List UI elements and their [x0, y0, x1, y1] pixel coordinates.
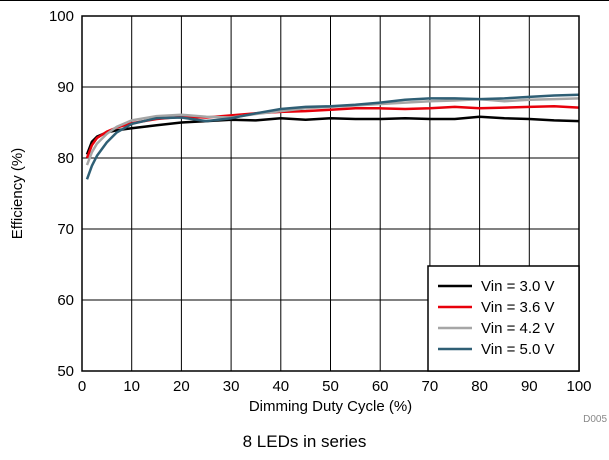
x-tick-label: 0 [78, 378, 86, 395]
legend-label-1: Vin = 3.0 V [481, 278, 555, 295]
x-tick-label: 10 [123, 378, 140, 395]
y-tick-label: 80 [57, 150, 74, 167]
x-tick-label: 80 [471, 378, 488, 395]
x-tick-label: 70 [422, 378, 439, 395]
y-tick-label: 100 [49, 8, 74, 25]
y-axis-label: Efficiency (%) [9, 148, 26, 239]
plot-frame [81, 15, 580, 372]
x-axis-label: Dimming Duty Cycle (%) [249, 398, 412, 415]
legend: Vin = 3.0 V Vin = 3.6 V Vin = 4.2 V Vin = 5… [427, 265, 580, 372]
series-line-1 [85, 115, 580, 155]
x-tick-label: 40 [272, 378, 289, 395]
series-line-4 [85, 93, 580, 180]
y-tick-label: 90 [57, 79, 74, 96]
x-tick-label: 20 [173, 378, 190, 395]
y-tick-label: 60 [57, 292, 74, 309]
legend-box [427, 265, 580, 372]
efficiency-chart: 0 10 20 30 40 50 60 70 80 90 100 50 60 70 80 90 100 Dim… [9, 8, 607, 425]
series-layer [85, 93, 580, 180]
x-tick-label: 60 [372, 378, 389, 395]
top-rule [0, 0, 609, 1]
x-tick-label: 30 [223, 378, 240, 395]
y-tick-label: 50 [57, 363, 74, 380]
x-tick-labels: 0 10 20 30 40 50 60 70 80 90 100 [78, 378, 592, 395]
legend-label-2: Vin = 3.6 V [481, 299, 555, 316]
figure-id: D005 [583, 414, 607, 425]
y-tick-labels: 50 60 70 80 90 100 [49, 8, 74, 380]
x-tick-label: 50 [322, 378, 339, 395]
legend-label-4: Vin = 5.0 V [481, 341, 555, 358]
legend-label-3: Vin = 4.2 V [481, 320, 555, 337]
figure-caption: 8 LEDs in series [242, 432, 367, 451]
series-line-2 [85, 104, 580, 159]
x-tick-label: 90 [521, 378, 538, 395]
y-tick-label: 70 [57, 221, 74, 238]
x-tick-label: 100 [566, 378, 591, 395]
